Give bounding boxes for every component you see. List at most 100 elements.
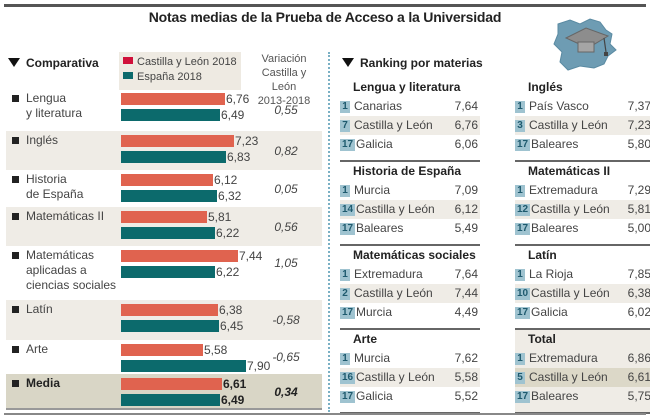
ranking-block-title: Historia de España: [353, 164, 462, 178]
bar-castilla-leon: [121, 304, 218, 316]
region-name: Castilla y León: [531, 286, 610, 300]
variation-header-line: Castilla y León: [261, 67, 307, 93]
legend-swatch-castilla: [123, 57, 133, 64]
triangle-down-icon: [8, 58, 20, 67]
variation-value: 0,05: [274, 182, 298, 196]
ranking-divider: [340, 244, 480, 246]
variation-value: 0,55: [274, 103, 298, 117]
value-label-espana: 6,45: [220, 319, 244, 333]
bar-castilla-leon: [121, 135, 234, 147]
region-name: Extremadura: [354, 267, 423, 281]
region-score: 7,64: [454, 99, 478, 113]
region-score: 6,61: [627, 370, 650, 384]
region-score: 5,80: [627, 137, 650, 151]
value-label-castilla-leon: 5,81: [208, 210, 232, 224]
region-name: Castilla y León: [354, 286, 433, 300]
value-label-castilla-leon: 7,44: [239, 249, 263, 263]
ranking-divider: [340, 160, 480, 162]
bar-espana: [121, 394, 220, 406]
region-name: Galicia: [356, 137, 393, 151]
category-label-line: Arte: [26, 342, 49, 356]
category-label: Matemáticas aplicadas a ciencias sociales: [26, 248, 121, 293]
square-bullet-icon: [12, 137, 19, 144]
bar-castilla-leon: [121, 250, 238, 262]
variation-value: -0,65: [272, 350, 300, 364]
value-label-espana: 6,22: [216, 265, 240, 279]
ranking-row: 17 Galicia 6,06: [340, 135, 480, 154]
rank-badge: 1: [340, 185, 350, 197]
rank-badge: 3: [515, 120, 525, 132]
ranking-heading: Ranking por materias: [342, 56, 483, 70]
legend-swatch-espana: [123, 72, 133, 79]
value-label-espana: 6,22: [216, 226, 240, 240]
region-score: 6,38: [627, 286, 650, 300]
category-label-line: Matemáticas II: [26, 209, 105, 223]
bar-castilla-leon: [121, 378, 222, 390]
region-name: Baleares: [531, 137, 579, 151]
region-name: Baleares: [531, 221, 579, 235]
legend: Castilla y León 2018 España 2018: [119, 52, 241, 90]
rank-badge: 12: [515, 204, 531, 216]
region-name: Castilla y León: [356, 202, 435, 216]
page-title: Notas medias de la Prueba de Acceso a la…: [148, 9, 502, 25]
region-name: Baleares: [531, 389, 579, 403]
rank-badge: 1: [340, 101, 350, 113]
square-bullet-icon: [12, 380, 19, 387]
rank-badge: 7: [340, 120, 350, 132]
ranking-block-title: Latín: [528, 248, 557, 262]
ranking-row: 17 Baleares 5,80: [515, 135, 650, 154]
ranking-row: 7 Castilla y León 6,76: [340, 116, 480, 135]
region-name: Castilla y León: [354, 118, 433, 132]
category-label-line: Media: [26, 376, 61, 390]
ranking-divider: [515, 244, 650, 246]
ranking-block: Total 1 Extremadura 6,86 5 Castilla y León 6,6…: [515, 330, 650, 414]
ranking-row: 17 Baleares 5,00: [515, 219, 650, 238]
region-score: 7,62: [454, 351, 478, 365]
region-name: Extremadura: [529, 183, 598, 197]
ranking-row: 1 Murcia 7,09: [340, 181, 480, 200]
square-bullet-icon: [12, 95, 19, 102]
region-score: 6,76: [454, 118, 478, 132]
rank-badge: 17: [340, 307, 356, 319]
region-score: 5,52: [454, 389, 478, 403]
bar-espana: [121, 151, 226, 163]
region-score: 7,85: [627, 267, 650, 281]
ranking-row: 1 Extremadura 7,29: [515, 181, 650, 200]
variation-value: 0,82: [274, 144, 298, 158]
category-label-line: de España: [26, 187, 84, 201]
value-label-castilla-leon: 6,12: [214, 173, 238, 187]
region-name: Galicia: [531, 305, 568, 319]
region-score: 7,29: [627, 183, 650, 197]
bar-espana: [121, 227, 215, 239]
category-label-line: y literatura: [26, 106, 83, 120]
region-name: Murcia: [354, 351, 391, 365]
category-label-line: aplicadas a: [26, 263, 87, 277]
category-label: Matemáticas II: [26, 209, 121, 224]
chart-row: Lengua y literatura 6,76 6,49 0,55: [6, 89, 322, 131]
variation-value: -0,58: [272, 313, 300, 327]
category-label-line: ciencias sociales: [26, 278, 117, 292]
region-name: Murcia: [354, 183, 391, 197]
ranking-row: 17 Galicia 5,52: [340, 387, 480, 406]
square-bullet-icon: [12, 306, 19, 313]
ranking-row: 17 Galicia 6,02: [515, 303, 650, 322]
value-label-espana: 6,49: [221, 108, 245, 122]
variation-value: 1,05: [274, 256, 298, 270]
region-score: 7,23: [627, 118, 650, 132]
value-label-espana: 6,49: [221, 393, 245, 407]
bar-espana: [121, 320, 219, 332]
ranking-block: Matemáticas II 1 Extremadura 7,29 12 Castilla…: [515, 162, 650, 246]
variation-header-line: 2013-2018: [257, 95, 311, 107]
region-score: 5,49: [454, 221, 478, 235]
value-label-castilla-leon: 6,76: [226, 92, 250, 106]
ranking-row: 1 Extremadura 7,64: [340, 265, 480, 284]
variation-header: Variación Castilla y León 2013-2018: [248, 52, 320, 108]
value-label-castilla-leon: 6,61: [223, 377, 247, 391]
category-label: Latín: [26, 302, 121, 317]
ranking-block-title: Matemáticas sociales: [353, 248, 476, 262]
region-score: 5,75: [627, 389, 650, 403]
region-name: Castilla y León: [529, 370, 608, 384]
category-label: Media: [26, 376, 121, 391]
triangle-down-icon: [342, 58, 354, 67]
ranking-row: 10 Castilla y León 6,38: [515, 284, 650, 303]
